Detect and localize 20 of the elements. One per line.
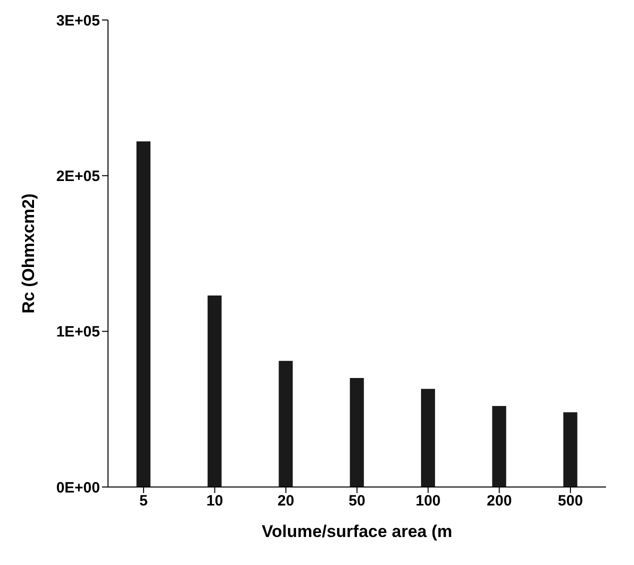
x-axis-title: Volume/surface area (m bbox=[262, 522, 452, 541]
y-tick-label: 2E+05 bbox=[56, 168, 100, 185]
bar bbox=[563, 412, 578, 487]
x-tick-label: 500 bbox=[558, 492, 583, 510]
x-tick-label: 10 bbox=[206, 492, 224, 510]
y-tick-label: 3E+05 bbox=[56, 12, 100, 30]
bar bbox=[278, 360, 293, 487]
x-tick-label: 200 bbox=[486, 492, 512, 510]
x-tick-label: 20 bbox=[278, 492, 294, 510]
bar bbox=[492, 406, 506, 487]
bar bbox=[350, 378, 364, 487]
x-tick-label: 5 bbox=[139, 492, 148, 510]
y-axis-title: Rc (Ohmxcm2) bbox=[19, 194, 38, 314]
bar bbox=[208, 296, 222, 487]
bar bbox=[136, 141, 150, 487]
y-tick-label: 1E+05 bbox=[56, 324, 100, 341]
y-tick-label: 0E+00 bbox=[56, 479, 100, 496]
bar bbox=[421, 388, 436, 487]
x-tick-label: 100 bbox=[416, 492, 441, 510]
x-tick-label: 50 bbox=[348, 492, 366, 510]
